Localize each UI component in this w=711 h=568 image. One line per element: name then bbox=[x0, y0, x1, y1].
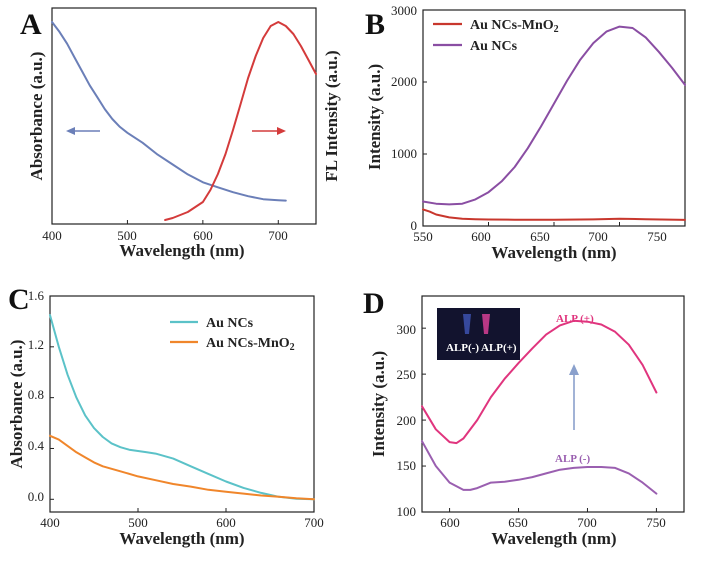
series-line-absorbance bbox=[51, 21, 287, 202]
panel-b-xlabel: Wavelength (nm) bbox=[491, 243, 616, 262]
panel-b-letter: B bbox=[365, 8, 385, 41]
panel-c-ytick: 0.0 bbox=[28, 489, 44, 504]
alp-plus-tube bbox=[482, 314, 490, 334]
panel-d: D 600 650 700 750 100 150 200 250 300 Wa… bbox=[363, 287, 685, 548]
panel-c-xtick: 700 bbox=[304, 515, 324, 530]
legend-label-au-ncs: Au NCs bbox=[206, 316, 254, 331]
panel-d-ytick: 200 bbox=[397, 413, 417, 428]
panel-a-xlabel: Wavelength (nm) bbox=[119, 241, 244, 260]
panel-b-plot bbox=[422, 9, 686, 227]
panel-d-ytick: 300 bbox=[397, 322, 417, 337]
panel-b-xtick: 750 bbox=[647, 229, 667, 244]
panel-d-xtick: 650 bbox=[508, 515, 528, 530]
series-line-au-ncs bbox=[49, 314, 315, 501]
panel-b-ytick: 0 bbox=[411, 218, 418, 233]
panel-c-ytick: 1.6 bbox=[28, 288, 45, 303]
panel-d-ytick: 250 bbox=[397, 367, 417, 382]
panel-b-frame bbox=[422, 9, 686, 227]
panel-c-ylabel: Absorbance (a.u.) bbox=[7, 340, 26, 469]
panel-b-ytick: 2000 bbox=[391, 74, 417, 89]
increase-arrow bbox=[569, 364, 579, 430]
panel-d-ytick: 100 bbox=[397, 504, 417, 519]
panel-d-plot bbox=[421, 319, 658, 513]
inset-photo: ALP(-) ALP(+) bbox=[437, 308, 520, 360]
right-arrow bbox=[252, 127, 286, 135]
panel-c-plot bbox=[49, 295, 315, 512]
annotation-alp-minus: ALP (-) bbox=[555, 453, 590, 465]
panel-a: A 400 500 600 700 Wavelength (nm) Absorb… bbox=[20, 7, 341, 260]
panel-c-xtick: 600 bbox=[216, 515, 236, 530]
panel-a-xtick: 400 bbox=[42, 228, 62, 243]
panel-b-xtick: 650 bbox=[530, 229, 550, 244]
panel-a-letter: A bbox=[20, 8, 42, 41]
panel-b-xtick: 550 bbox=[413, 229, 433, 244]
panel-a-ylabel-right: FL Intensity (a.u.) bbox=[322, 50, 341, 181]
legend-label-au-ncs: Au NCs bbox=[470, 39, 518, 54]
panel-b-ytick: 3000 bbox=[391, 3, 417, 18]
panel-c-xtick: 500 bbox=[128, 515, 148, 530]
panel-a-ylabel: Absorbance (a.u.) bbox=[27, 52, 46, 181]
panel-c-xlabel: Wavelength (nm) bbox=[119, 529, 244, 548]
panel-d-frame bbox=[421, 295, 685, 513]
panel-d-xtick: 600 bbox=[440, 515, 460, 530]
panel-c-ytick: 0.4 bbox=[28, 438, 45, 453]
panel-d-xtick: 750 bbox=[646, 515, 666, 530]
panel-d-xtick: 700 bbox=[577, 515, 597, 530]
series-line-fl-intensity bbox=[164, 21, 317, 221]
panel-a-plot bbox=[51, 21, 317, 224]
panel-c-xtick: 400 bbox=[40, 515, 60, 530]
panel-c: C 400 500 600 700 0.0 0.4 0.8 1.2 1.6 Wa… bbox=[7, 283, 324, 548]
series-line-alp bbox=[421, 440, 658, 495]
alp-minus-tube bbox=[463, 314, 471, 334]
inset-label-alp-plus: ALP(+) bbox=[481, 342, 517, 354]
panel-a-xtick: 600 bbox=[193, 228, 213, 243]
panel-d-ylabel: Intensity (a.u.) bbox=[369, 351, 388, 457]
panel-c-letter: C bbox=[8, 283, 30, 316]
inset-background bbox=[437, 308, 520, 360]
panel-a-xtick: 700 bbox=[268, 228, 288, 243]
left-arrow bbox=[66, 127, 100, 135]
legend-label-au-ncs-mno2: Au NCs-MnO2 bbox=[470, 18, 559, 35]
panel-c-ytick: 1.2 bbox=[28, 337, 44, 352]
series-line-au-ncs-mno bbox=[49, 434, 315, 501]
panel-b-ytick: 1000 bbox=[391, 146, 417, 161]
legend-label-au-ncs-mno2: Au NCs-MnO2 bbox=[206, 336, 295, 353]
panel-c-legend: Au NCs Au NCs-MnO2 bbox=[170, 316, 295, 353]
panel-b-legend: Au NCs-MnO2 Au NCs bbox=[433, 18, 559, 54]
panel-c-ytick: 0.8 bbox=[28, 387, 44, 402]
series-line-au-ncs-mno bbox=[422, 208, 686, 221]
panel-b-ylabel: Intensity (a.u.) bbox=[365, 64, 384, 170]
panel-b-xtick: 600 bbox=[471, 229, 491, 244]
panel-d-ytick: 150 bbox=[397, 458, 417, 473]
inset-label-alp-minus: ALP(-) bbox=[446, 342, 479, 354]
panel-a-frame bbox=[51, 7, 317, 225]
series-line-alp bbox=[421, 319, 658, 445]
panel-a-xtick: 500 bbox=[117, 228, 137, 243]
annotation-alp-plus: ALP (+) bbox=[556, 313, 594, 325]
panel-d-xlabel: Wavelength (nm) bbox=[491, 529, 616, 548]
series-line-au-ncs bbox=[422, 25, 686, 206]
panel-d-letter: D bbox=[363, 287, 385, 320]
panel-b: B 550 600 650 700 750 0 1000 2000 3000 W… bbox=[365, 3, 686, 262]
panel-b-xtick: 700 bbox=[588, 229, 608, 244]
panel-c-frame bbox=[49, 295, 315, 513]
